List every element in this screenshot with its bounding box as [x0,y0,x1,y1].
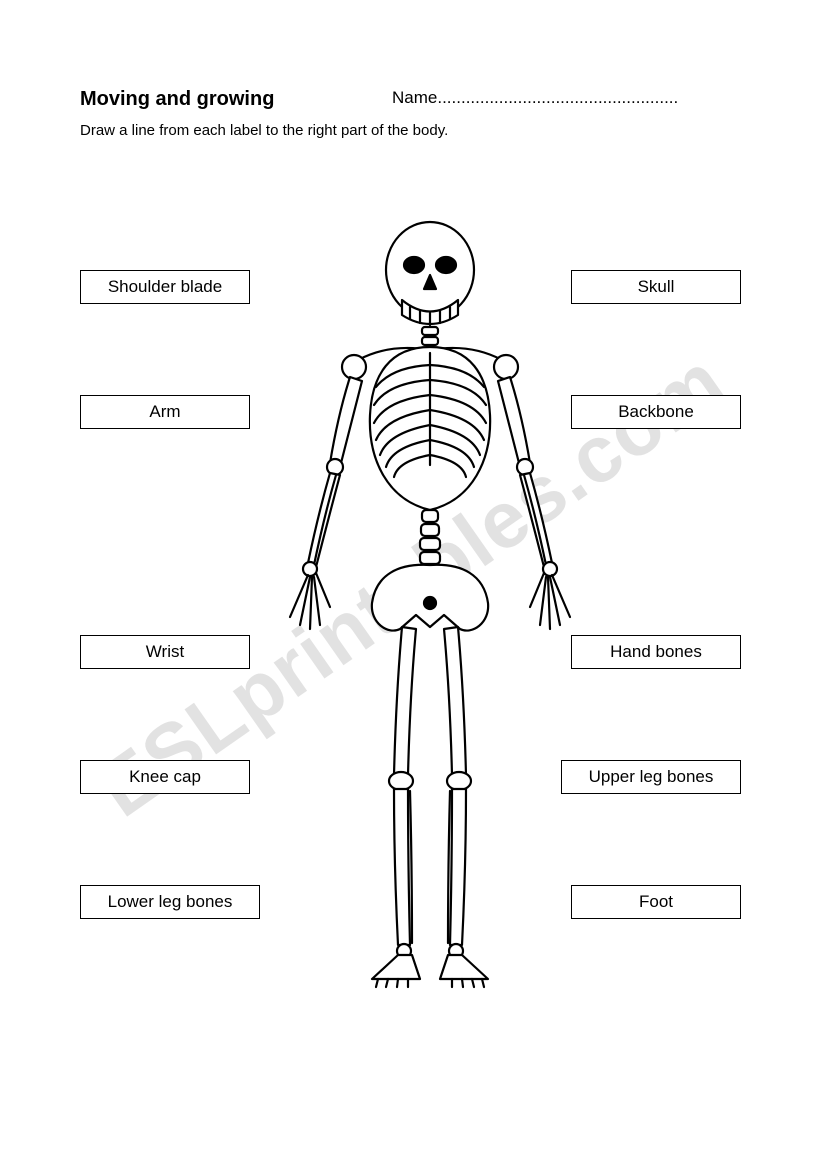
name-dots: ........................................… [437,88,678,107]
label-shoulder-blade: Shoulder blade [80,270,250,304]
label-hand-bones: Hand bones [571,635,741,669]
name-label: Name [392,88,437,107]
label-arm: Arm [80,395,250,429]
worksheet-title: Moving and growing [80,88,274,111]
name-field: Name....................................… [392,88,678,108]
label-lower-leg-bones: Lower leg bones [80,885,260,919]
diagram-area: Shoulder blade Arm Wrist Knee cap Lower … [80,215,741,1015]
worksheet-page: ESLprintables.com Moving and growing Nam… [0,0,821,1169]
label-foot: Foot [571,885,741,919]
header: Moving and growing Name.................… [80,88,741,111]
label-upper-leg-bones: Upper leg bones [561,760,741,794]
skeleton-illustration [280,215,580,995]
label-knee-cap: Knee cap [80,760,250,794]
skeleton-svg [280,215,580,995]
label-skull: Skull [571,270,741,304]
label-wrist: Wrist [80,635,250,669]
label-backbone: Backbone [571,395,741,429]
instruction-text: Draw a line from each label to the right… [80,122,448,139]
